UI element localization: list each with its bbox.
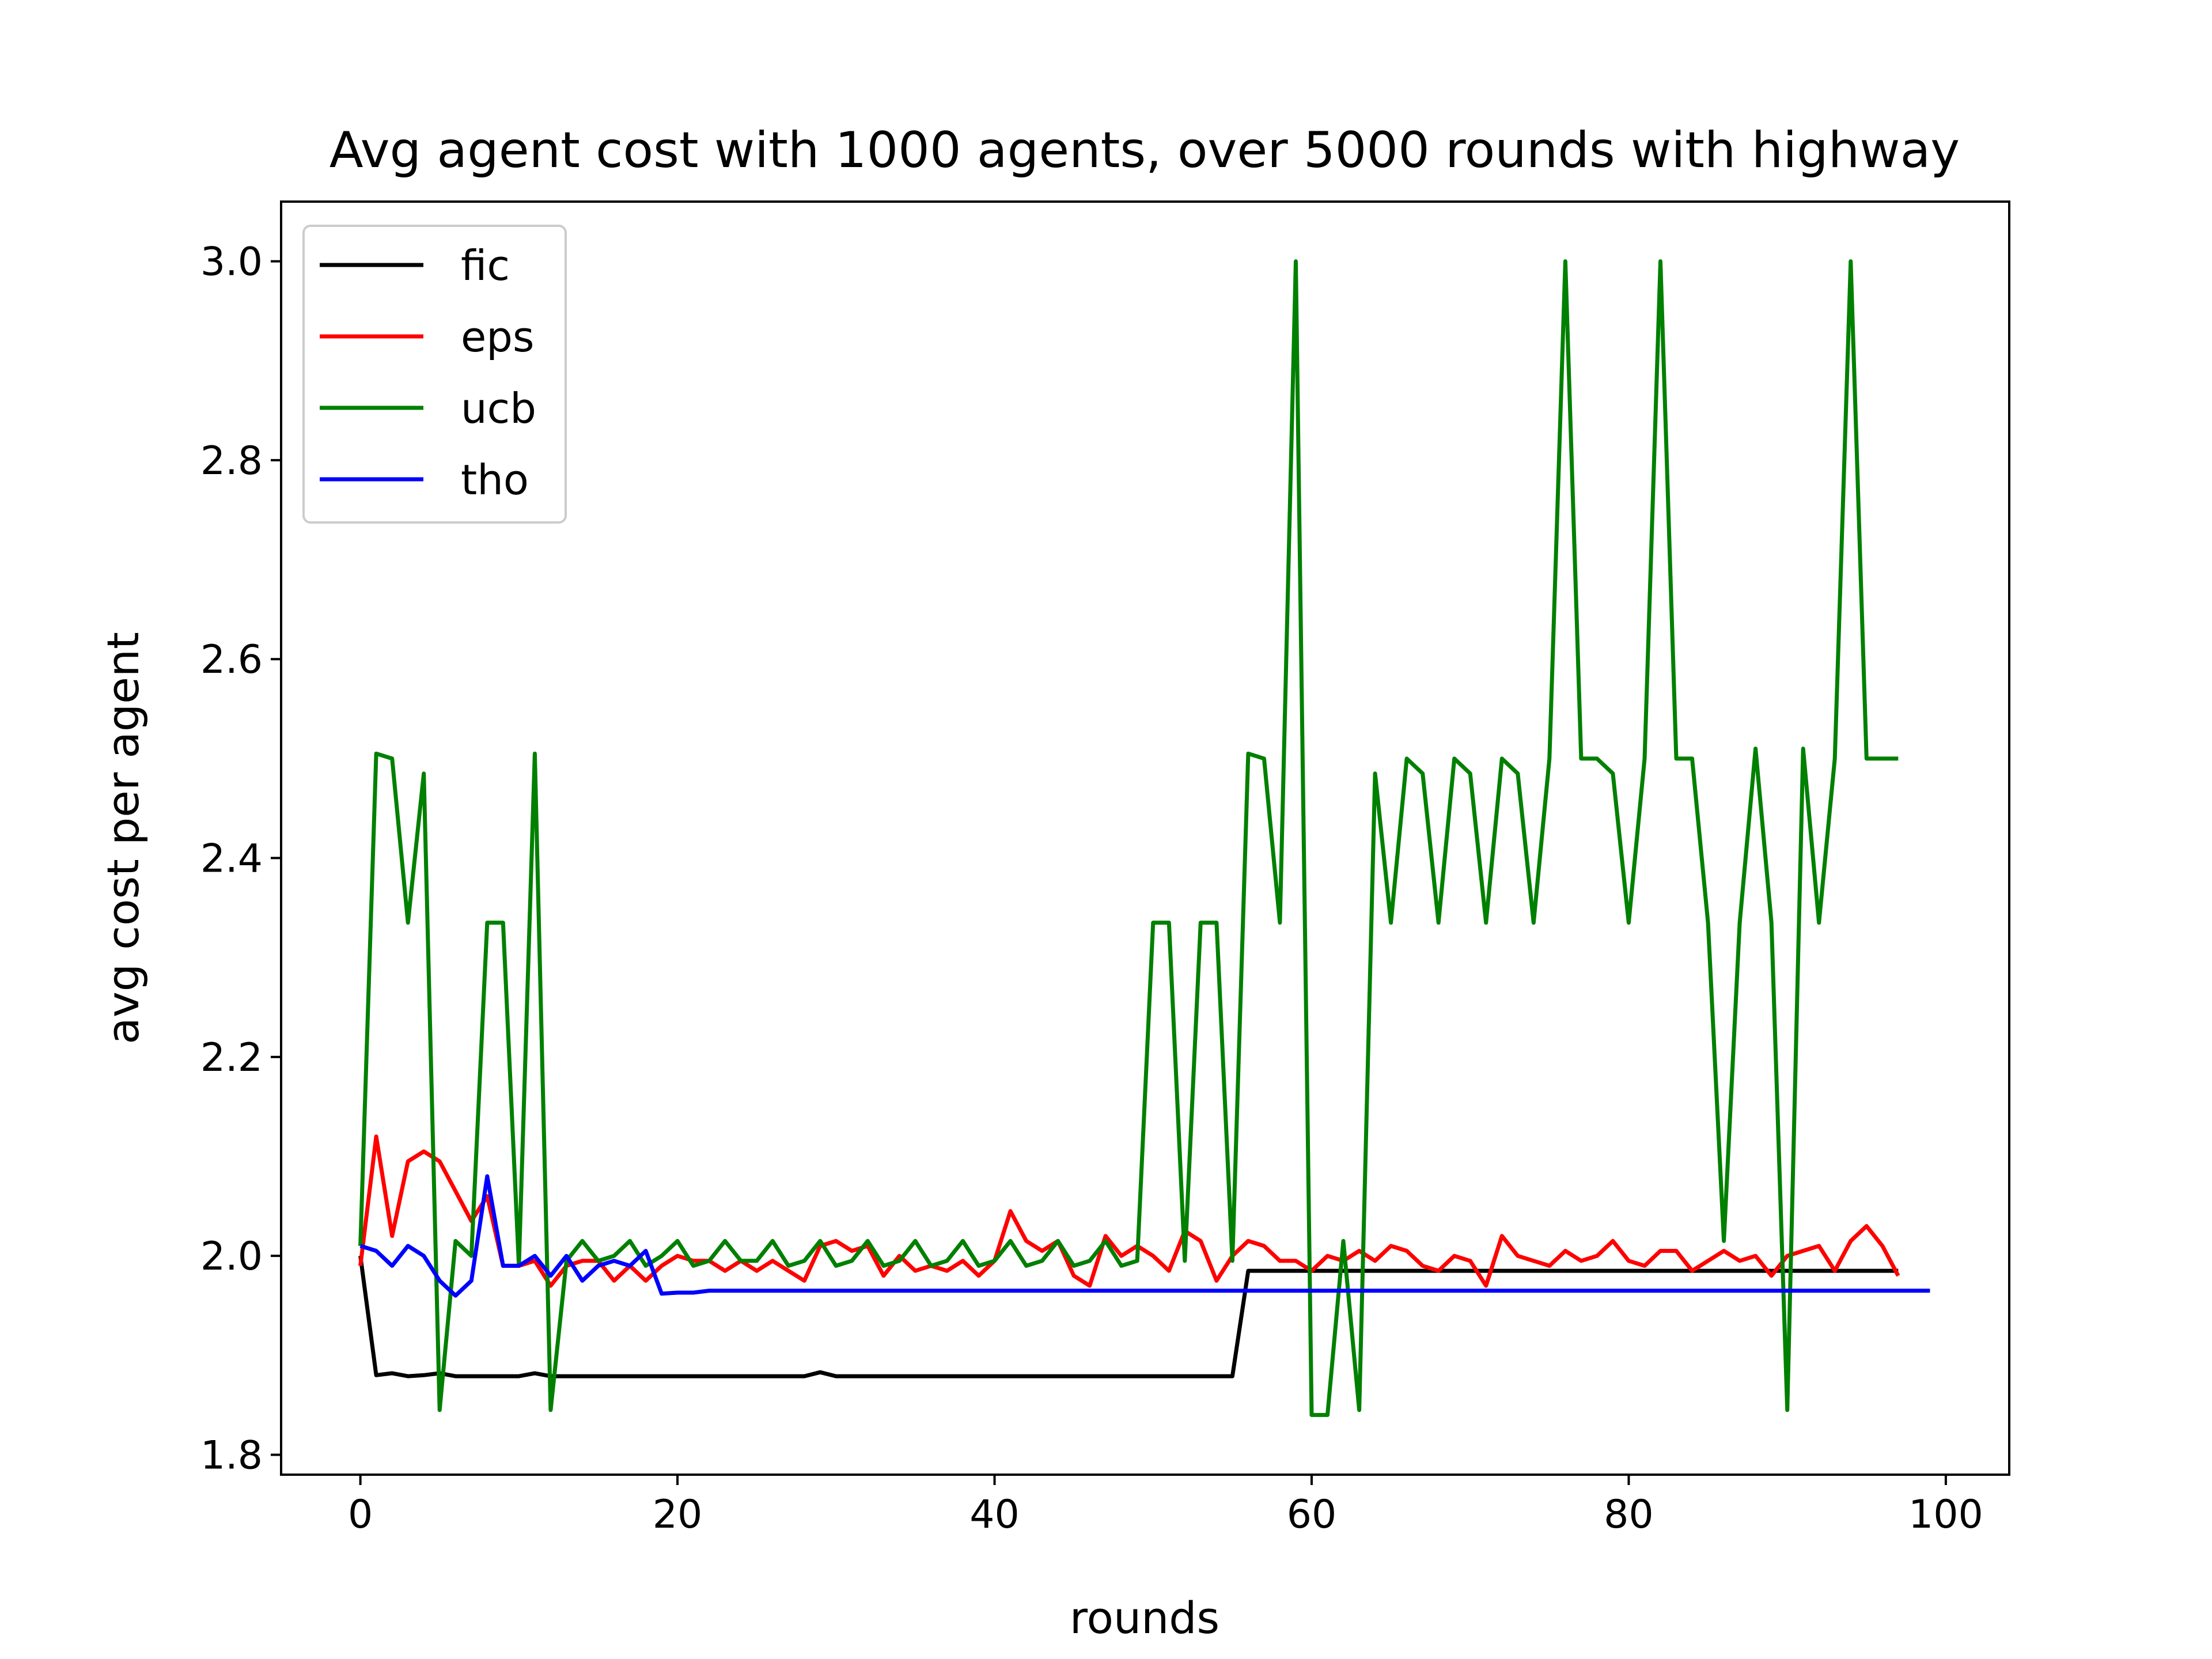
x-axis-label: rounds [1070,1592,1219,1643]
legend: fic eps ucb tho [302,225,567,524]
axis-ticks: 0 20 40 60 80 100 1.8 2.0 2.2 2.4 2.6 2.8 3.0 [200,240,1983,1537]
y-tick-label: 2.8 [200,438,263,484]
series-line-tho [359,1174,1930,1298]
x-tick-label: 40 [969,1492,1020,1537]
plot-frame [280,200,2010,1476]
series-line-eps [358,1134,1900,1288]
y-tick-label: 2.4 [200,836,263,882]
legend-box [302,225,567,524]
y-tick-label: 3.0 [200,240,263,285]
legend-label-ucb: ucb [461,384,536,433]
legend-label-eps: eps [461,313,535,361]
legend-label-fic: fic [461,241,510,290]
chart-title: Avg agent cost with 1000 agents, over 50… [329,122,1960,179]
x-tick-label: 100 [1908,1492,1983,1537]
y-tick-label: 2.0 [200,1234,263,1279]
x-tick-label: 80 [1604,1492,1654,1537]
x-tick-label: 60 [1287,1492,1337,1537]
y-axis-label: avg cost per agent [97,632,149,1044]
y-tick-label: 2.6 [200,637,263,683]
legend-label-tho: tho [461,456,529,504]
y-tick-label: 1.8 [200,1433,263,1478]
series-line-ucb [358,259,1899,1417]
series-line-fic [358,1255,1899,1378]
series-lines [358,259,1930,1417]
x-tick-label: 20 [653,1492,703,1537]
x-tick-label: 0 [348,1492,373,1537]
y-tick-label: 2.2 [200,1035,263,1081]
